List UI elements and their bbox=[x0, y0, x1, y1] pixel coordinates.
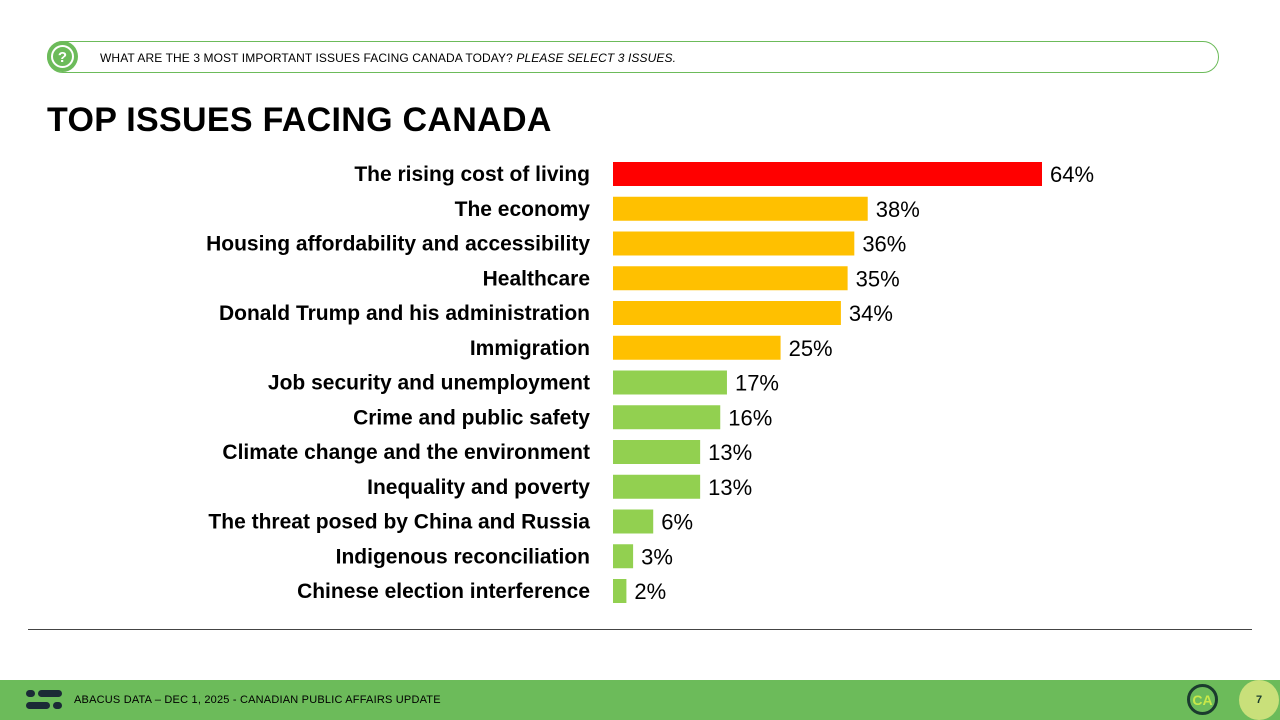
value-label: 17% bbox=[735, 371, 779, 396]
divider bbox=[28, 629, 1252, 630]
abacus-logo-icon bbox=[26, 690, 62, 709]
value-label: 6% bbox=[661, 510, 693, 535]
footer-text: ABACUS DATA – DEC 1, 2025 - CANADIAN PUB… bbox=[74, 694, 441, 706]
category-label: Inequality and poverty bbox=[367, 476, 590, 499]
category-label: Healthcare bbox=[483, 267, 590, 290]
bar bbox=[613, 266, 848, 291]
value-label: 64% bbox=[1050, 162, 1094, 187]
question-text: WHAT ARE THE 3 MOST IMPORTANT ISSUES FAC… bbox=[100, 51, 676, 65]
category-label: The economy bbox=[455, 198, 591, 221]
category-label: Indigenous reconciliation bbox=[336, 545, 590, 568]
value-label: 16% bbox=[728, 405, 772, 430]
bar bbox=[613, 579, 627, 603]
bar bbox=[613, 301, 841, 325]
value-label: 38% bbox=[876, 197, 920, 222]
canada-badge-icon: CA bbox=[1187, 684, 1218, 715]
category-label: Crime and public safety bbox=[353, 406, 590, 429]
value-label: 13% bbox=[708, 475, 752, 500]
question-instruction: PLEASE SELECT 3 ISSUES. bbox=[516, 51, 677, 65]
bar bbox=[613, 335, 781, 360]
bar bbox=[613, 370, 727, 395]
value-label: 34% bbox=[849, 301, 893, 326]
category-label: The rising cost of living bbox=[354, 163, 590, 186]
question-banner: ? WHAT ARE THE 3 MOST IMPORTANT ISSUES F… bbox=[47, 41, 1219, 73]
category-label: Donald Trump and his administration bbox=[219, 302, 590, 325]
page-title: TOP ISSUES FACING CANADA bbox=[47, 101, 552, 139]
footer: ABACUS DATA – DEC 1, 2025 - CANADIAN PUB… bbox=[0, 680, 1280, 720]
category-label: The threat posed by China and Russia bbox=[208, 511, 590, 534]
value-label: 2% bbox=[634, 579, 666, 604]
value-label: 35% bbox=[856, 266, 900, 291]
bar bbox=[613, 162, 1042, 186]
value-label: 13% bbox=[708, 440, 752, 465]
category-label: Climate change and the environment bbox=[222, 441, 590, 464]
value-label: 3% bbox=[641, 544, 673, 569]
issues-bar-chart: The rising cost of living 64% The economy 3… bbox=[206, 162, 1094, 604]
bar bbox=[613, 509, 654, 534]
page-number: 7 bbox=[1239, 680, 1279, 720]
category-label: Job security and unemployment bbox=[268, 372, 590, 395]
bar bbox=[613, 196, 868, 221]
question-icon: ? bbox=[47, 41, 78, 72]
value-label: 25% bbox=[789, 336, 833, 361]
bar bbox=[613, 544, 634, 569]
category-label: Immigration bbox=[470, 337, 590, 360]
category-label: Chinese election interference bbox=[297, 580, 590, 603]
category-label: Housing affordability and accessibility bbox=[206, 233, 590, 256]
value-label: 36% bbox=[862, 232, 906, 257]
svg-text:?: ? bbox=[58, 49, 67, 66]
bar bbox=[613, 440, 701, 464]
bar bbox=[613, 405, 721, 430]
bar bbox=[613, 231, 855, 256]
question-prompt: WHAT ARE THE 3 MOST IMPORTANT ISSUES FAC… bbox=[100, 51, 513, 65]
bar bbox=[613, 474, 701, 499]
